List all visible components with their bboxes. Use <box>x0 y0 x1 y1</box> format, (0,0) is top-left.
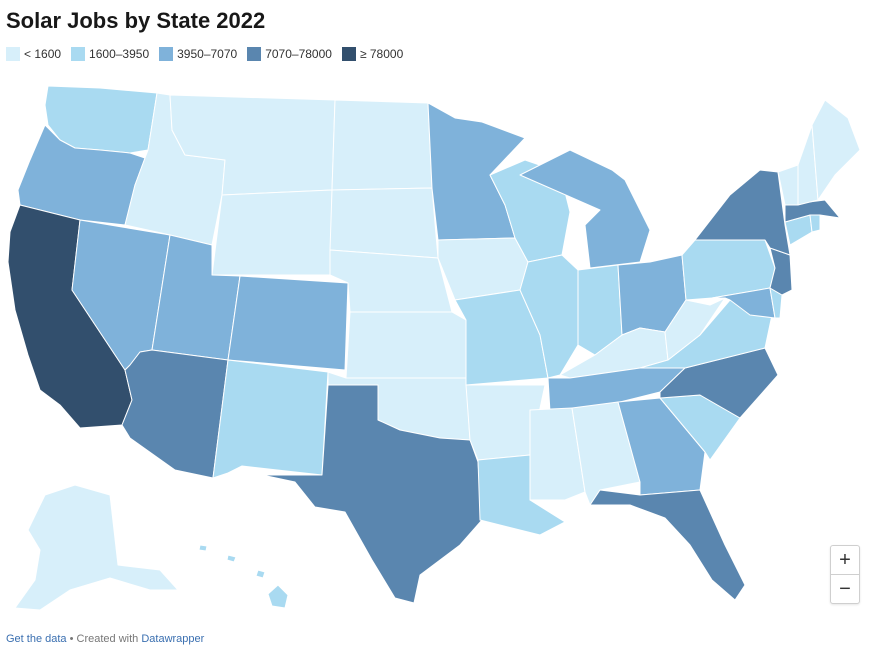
legend-label: 1600–3950 <box>89 47 150 61</box>
state-hi-kauai[interactable] <box>198 544 208 552</box>
legend-swatch <box>159 47 174 61</box>
state-co[interactable] <box>227 275 349 371</box>
chart-title: Solar Jobs by State 2022 <box>6 8 266 33</box>
state-va[interactable] <box>639 299 773 369</box>
state-fl[interactable] <box>589 489 746 601</box>
state-ma[interactable] <box>784 199 841 223</box>
legend-item-5: ≥ 78000 <box>341 47 404 61</box>
legend-swatch <box>6 47 20 61</box>
legend-item-3: 3950–7070 <box>159 47 237 61</box>
state-ri[interactable] <box>809 214 821 233</box>
state-hi-oahu[interactable] <box>226 554 237 563</box>
state-nd[interactable] <box>331 99 433 191</box>
state-ak[interactable] <box>14 484 179 611</box>
state-wy[interactable] <box>211 189 333 276</box>
zoom-out-button[interactable]: − <box>831 574 859 603</box>
legend-label: 7070–78000 <box>265 47 332 61</box>
state-hi-big[interactable] <box>267 584 289 609</box>
state-ks[interactable] <box>345 311 467 379</box>
footer: Get the data • Created with Datawrapper <box>6 633 204 645</box>
state-tx[interactable] <box>261 384 483 604</box>
legend-swatch <box>341 47 356 61</box>
state-sd[interactable] <box>329 187 439 259</box>
footer-separator: • Created with <box>66 633 142 645</box>
state-ny[interactable] <box>694 169 791 256</box>
legend-item-1: < 1600 <box>6 47 61 61</box>
state-nm[interactable] <box>212 359 329 479</box>
legend-label: ≥ 78000 <box>359 47 404 61</box>
datawrapper-link[interactable]: Datawrapper <box>141 633 205 645</box>
legend-item-2: 1600–3950 <box>71 47 149 61</box>
get-data-link[interactable]: Get the data <box>6 633 67 645</box>
legend-item-4: 7070–78000 <box>247 47 332 61</box>
legend: < 1600 1600–3950 3950–7070 7070–78000 ≥ … <box>6 47 403 61</box>
zoom-in-button[interactable]: + <box>839 548 851 571</box>
legend-label: 3950–7070 <box>177 47 238 61</box>
legend-swatch <box>71 47 86 61</box>
state-ms[interactable] <box>529 407 586 501</box>
us-choropleth-map <box>7 85 861 611</box>
state-me[interactable] <box>811 99 861 201</box>
zoom-control: + − <box>830 545 860 604</box>
state-az[interactable] <box>121 349 229 479</box>
legend-label: < 1600 <box>24 47 62 61</box>
legend-swatch <box>247 47 262 61</box>
state-mi[interactable] <box>519 149 651 269</box>
state-ne[interactable] <box>329 249 453 313</box>
state-hi-maui[interactable] <box>255 569 266 579</box>
